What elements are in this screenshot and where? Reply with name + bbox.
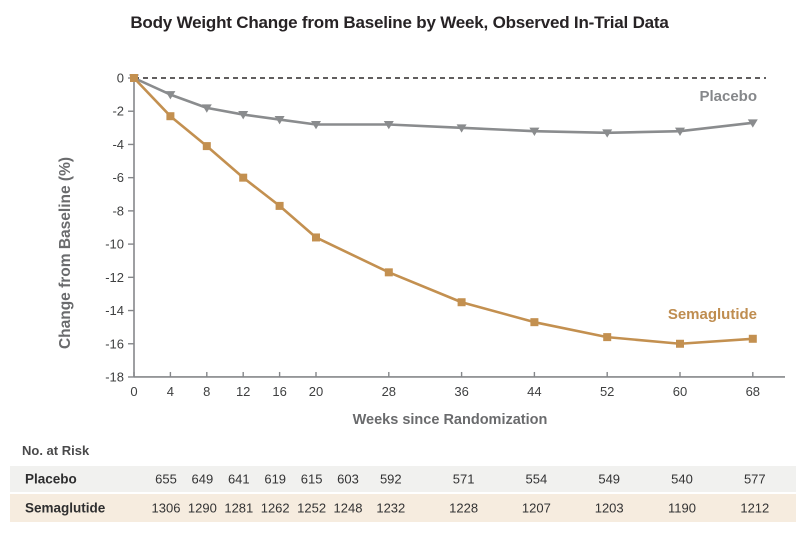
at-risk-value: 649 [191, 471, 214, 487]
at-risk-value: 554 [525, 471, 548, 487]
at-risk-value: 571 [452, 471, 475, 487]
at-risk-row-semaglutide: Semaglutide 1306 1290 1281 1262 1252 1248 1232 1… [10, 494, 796, 522]
at-risk-value: 1290 [187, 500, 217, 516]
x-tick-label: 44 [527, 384, 541, 399]
x-tick-label: 12 [236, 384, 250, 399]
at-risk-value: 655 [155, 471, 177, 487]
at-risk-value: 1306 [151, 500, 181, 516]
placebo-marker [274, 116, 285, 125]
at-risk-value: 1232 [376, 500, 406, 516]
semaglutide-marker [603, 333, 612, 342]
y-tick-label: -16 [105, 336, 124, 351]
semaglutide-marker [748, 334, 757, 343]
x-tick-label: 0 [130, 384, 137, 399]
at-risk-value: 540 [671, 471, 693, 487]
at-risk-value: 1281 [224, 500, 254, 516]
at-risk-value: 1190 [668, 500, 696, 516]
x-tick-label: 60 [673, 384, 687, 399]
semaglutide-marker [384, 268, 393, 277]
placebo-marker [456, 124, 467, 133]
semaglutide-marker [275, 201, 284, 210]
x-tick-label: 20 [309, 384, 323, 399]
y-tick-label: -14 [105, 303, 124, 318]
y-tick-label: 0 [117, 71, 124, 86]
placebo-marker [529, 127, 540, 136]
y-tick-label: -4 [112, 137, 124, 152]
semaglutide-marker [676, 339, 684, 348]
placebo-marker [675, 127, 685, 136]
y-tick-label: -12 [105, 270, 124, 285]
placebo-series-label: Placebo [699, 88, 757, 105]
chart-title: Body Weight Change from Baseline by Week… [130, 13, 669, 32]
placebo-marker [602, 129, 613, 138]
chart-plot: 0 -2 -4 -6 -8 -10 -12 -14 -16 -18 0 4 8 12 16 20 28 36 44 5… [57, 71, 785, 428]
y-tick-label: -2 [112, 104, 124, 119]
at-risk-value: 619 [264, 471, 287, 487]
at-risk-row-label: Semaglutide [25, 500, 106, 516]
y-tick-label: -8 [112, 203, 124, 218]
x-tick-label: 36 [454, 384, 468, 399]
at-risk-row-label: Placebo [25, 471, 77, 487]
at-risk-value: 1252 [297, 500, 327, 516]
at-risk-value: 615 [300, 471, 323, 487]
at-risk-value: 592 [379, 471, 402, 487]
semaglutide-series-label: Semaglutide [668, 306, 757, 323]
y-tick-label: -18 [105, 369, 124, 384]
semaglutide-marker [457, 298, 466, 307]
x-tick-label: 28 [382, 384, 396, 399]
at-risk-row-placebo: Placebo 655 649 641 619 615 603 592 571 554 549 540… [10, 466, 796, 492]
x-tick-label: 8 [203, 384, 210, 399]
at-risk-value: 1203 [594, 500, 624, 516]
y-tick-label: -6 [112, 170, 124, 185]
x-tick-label: 68 [746, 384, 760, 399]
placebo-marker [165, 91, 176, 100]
at-risk-value: 1212 [740, 500, 770, 516]
semaglutide-line [132, 76, 755, 346]
semaglutide-marker [202, 142, 211, 151]
at-risk-value: 1262 [260, 500, 290, 516]
at-risk-value: 549 [598, 471, 621, 487]
at-risk-value: 641 [227, 471, 250, 487]
at-risk-value: 1207 [521, 500, 551, 516]
placebo-marker [238, 111, 249, 120]
at-risk-value: 603 [337, 471, 359, 487]
at-risk-value: 1228 [449, 500, 479, 516]
y-tick-label: -10 [105, 237, 124, 252]
x-tick-label: 4 [167, 384, 174, 399]
y-axis-title: Change from Baseline (%) [57, 157, 74, 349]
placebo-marker [383, 121, 394, 130]
at-risk-heading: No. at Risk [22, 443, 90, 458]
placebo-line [132, 76, 755, 135]
placebo-marker [747, 119, 758, 128]
semaglutide-marker [239, 173, 248, 182]
semaglutide-marker [130, 74, 138, 82]
semaglutide-marker [530, 318, 539, 327]
placebo-marker [311, 121, 321, 130]
at-risk-value: 577 [743, 471, 766, 487]
semaglutide-marker [166, 112, 175, 121]
at-risk-value: 1248 [333, 500, 363, 516]
semaglutide-marker [312, 233, 320, 242]
x-tick-label: 52 [600, 384, 614, 399]
x-axis-title: Weeks since Randomization [353, 412, 548, 428]
x-tick-label: 16 [272, 384, 286, 399]
placebo-marker [201, 104, 212, 113]
